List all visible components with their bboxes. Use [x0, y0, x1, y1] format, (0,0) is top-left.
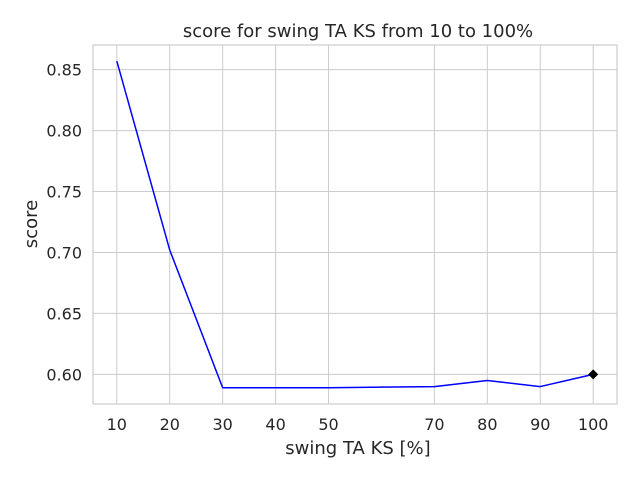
- x-tick-label: 50: [318, 415, 338, 434]
- y-tick-label: 0.60: [46, 365, 82, 384]
- highlight-point-marker: [588, 369, 599, 380]
- y-tick-label: 0.85: [46, 61, 82, 80]
- y-tick-label: 0.70: [46, 243, 82, 262]
- x-tick-label: 30: [212, 415, 232, 434]
- y-tick-label: 0.80: [46, 122, 82, 141]
- x-tick-label: 70: [424, 415, 444, 434]
- series-layer: [116, 60, 599, 389]
- x-tick-label: 10: [107, 415, 127, 434]
- x-axis-label: swing TA KS [%]: [285, 438, 430, 459]
- x-tick-label: 90: [530, 415, 550, 434]
- grid-lines: [93, 45, 617, 404]
- x-tick-label: 40: [265, 415, 285, 434]
- y-tick-label: 0.65: [46, 304, 82, 323]
- plot-frame: [92, 44, 618, 405]
- y-axis-label: score: [21, 200, 42, 248]
- x-tick-label: 100: [578, 415, 609, 434]
- y-tick-labels: 0.60 0.65 0.70 0.75 0.80 0.85: [46, 61, 82, 385]
- y-tick-label: 0.75: [46, 183, 82, 202]
- x-tick-labels: 10 20 30 40 50 70 80 90 100: [107, 415, 609, 434]
- x-tick-label: 20: [160, 415, 180, 434]
- x-tick-label: 80: [477, 415, 497, 434]
- series-line: [116, 60, 594, 389]
- chart-title: score for swing TA KS from 10 to 100%: [183, 21, 533, 42]
